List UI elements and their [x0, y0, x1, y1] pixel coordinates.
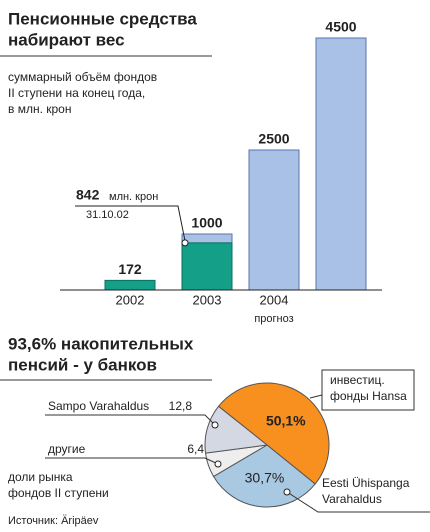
title: пенсий - у банков	[8, 355, 157, 374]
leader	[45, 414, 216, 426]
leader	[45, 457, 219, 465]
subtitle: суммарный объём фондов	[8, 70, 157, 84]
leader	[309, 394, 323, 399]
x-tick-label: 2003	[193, 292, 222, 307]
leader	[286, 491, 430, 513]
pie-label: другие	[48, 442, 86, 456]
leader	[75, 205, 186, 241]
dot	[214, 460, 222, 468]
annotation-value: 842	[76, 187, 100, 203]
pie-slice	[217, 382, 330, 485]
title: Пенсионные средства	[8, 9, 197, 28]
pie-slice	[204, 405, 269, 454]
value-label: 50,1%	[266, 412, 306, 428]
x-tick-label: 2004	[260, 292, 289, 307]
pie-label: Varahaldus	[322, 492, 382, 506]
source: Источник: Äripäev	[8, 515, 99, 527]
annotation-date: 31.10.02	[86, 209, 129, 221]
value-label: 6,4	[187, 442, 204, 456]
dot	[211, 421, 219, 429]
value-label: 1000	[191, 215, 222, 231]
bar-part	[181, 242, 233, 291]
bar	[104, 279, 156, 291]
value-label: 12,8	[169, 399, 193, 413]
value-label: 172	[118, 261, 142, 277]
title: 93,6% накопительных	[8, 334, 194, 353]
pie-label: инвестиц.	[330, 373, 385, 387]
dot	[283, 488, 291, 496]
x-tick-label: 2002	[116, 292, 145, 307]
bar	[315, 37, 367, 291]
annotation-unit: млн. крон	[109, 191, 158, 203]
pie-label: фонды Hansa	[330, 389, 407, 403]
pie-label: Sampo Varahaldus	[48, 399, 149, 413]
category-note: прогноз	[254, 313, 293, 325]
subtitle: II ступени на конец года,	[8, 86, 145, 100]
subtitle: в млн. крон	[8, 102, 71, 116]
value-label: 4500	[325, 19, 356, 35]
note: фондов II ступени	[8, 486, 109, 500]
pie-label: Eesti Ühispanga	[322, 476, 410, 490]
value-label: 30,7%	[245, 470, 285, 486]
value-label: 2500	[258, 131, 289, 147]
note: доли рынка	[8, 470, 73, 484]
label-box	[321, 369, 415, 411]
dot	[181, 239, 189, 247]
bar	[248, 149, 300, 291]
title: набирают вес	[8, 30, 125, 49]
